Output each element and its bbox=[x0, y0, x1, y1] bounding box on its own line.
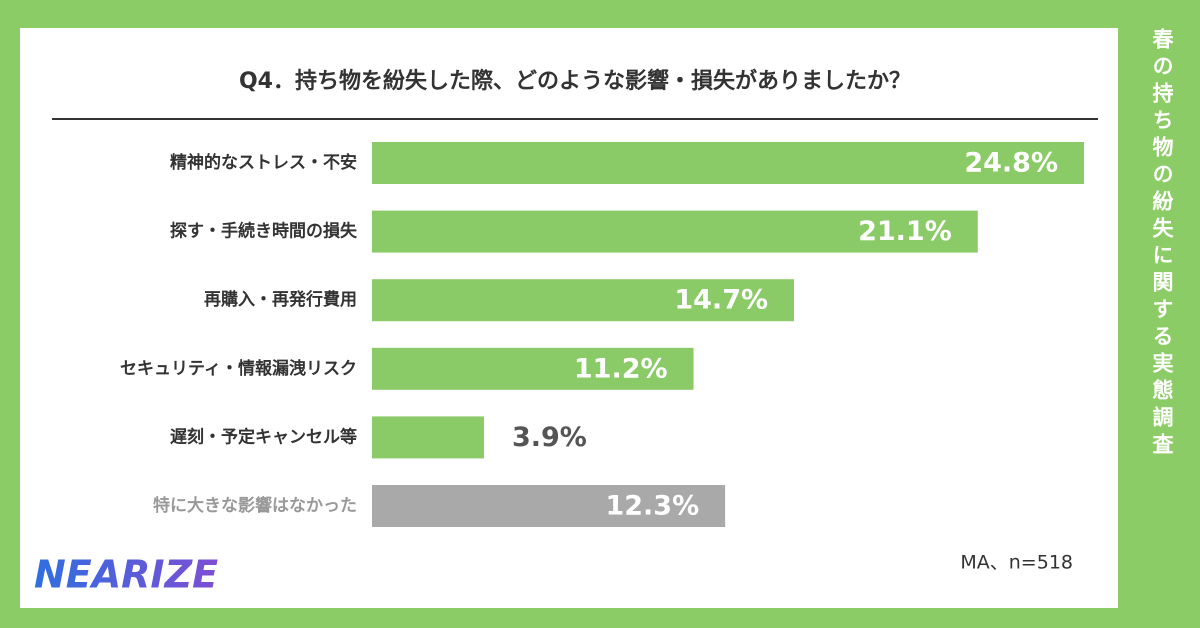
category-label: 再購入・再発行費用 bbox=[204, 289, 357, 310]
sample-note: MA、n=518 bbox=[960, 552, 1073, 574]
category-label: セキュリティ・情報漏洩リスク bbox=[120, 358, 357, 379]
value-label: 3.9% bbox=[512, 422, 587, 453]
logo: NEARIZE bbox=[34, 553, 218, 597]
value-label: 24.8% bbox=[964, 148, 1058, 179]
bar bbox=[372, 142, 1084, 184]
value-label: 11.2% bbox=[574, 353, 668, 384]
category-label: 特に大きな影響はなかった bbox=[153, 495, 357, 516]
bar bbox=[372, 416, 484, 459]
category-label: 精神的なストレス・不安 bbox=[170, 152, 357, 173]
value-label: 21.1% bbox=[858, 216, 952, 247]
bar bbox=[372, 279, 795, 322]
category-label: 探す・手続き時間の損失 bbox=[170, 221, 358, 242]
bar bbox=[372, 210, 978, 253]
bar bbox=[372, 347, 694, 390]
bar bbox=[372, 485, 726, 527]
value-label: 14.7% bbox=[674, 285, 768, 316]
side-title: 春の持ち物の紛失に関する実態調査 bbox=[1150, 28, 1174, 460]
chart-title: Q4．持ち物を紛失した際、どのような影響・損失がありましたか？ bbox=[239, 68, 911, 94]
category-label: 遅刻・予定キャンセル等 bbox=[170, 426, 357, 447]
value-label: 12.3% bbox=[605, 491, 699, 522]
